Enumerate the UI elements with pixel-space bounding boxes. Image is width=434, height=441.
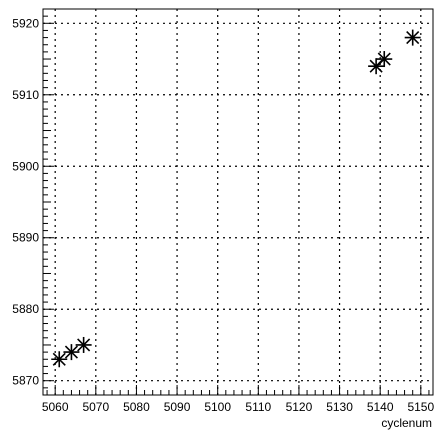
x-axis: 5060 5070 5080 5090 5100 5110 5120 5130 5140 5150 (42, 385, 434, 414)
y-tick-label: 5900 (12, 159, 39, 173)
data-point (376, 51, 393, 68)
x-tick-label: 5070 (82, 400, 109, 414)
data-point (51, 351, 68, 368)
y-tick-label: 5910 (12, 88, 39, 102)
y-tick-label: 5920 (12, 16, 39, 30)
x-tick-label: 5140 (367, 400, 394, 414)
grid (43, 9, 433, 395)
x-tick-label: 5130 (326, 400, 353, 414)
x-tick-label: 5060 (42, 400, 69, 414)
y-axis: 5870 5880 5890 5900 5910 5920 (12, 8, 54, 396)
y-tick-label: 5880 (12, 302, 39, 316)
x-tick-label: 5150 (407, 400, 434, 414)
x-tick-label: 5090 (164, 400, 191, 414)
data-points (51, 29, 421, 368)
data-point (75, 336, 92, 353)
x-tick-label: 5080 (123, 400, 150, 414)
y-tick-label: 5870 (12, 374, 39, 388)
x-tick-label: 5120 (286, 400, 313, 414)
data-point (404, 29, 421, 46)
data-point (63, 344, 80, 361)
x-tick-label: 5100 (204, 400, 231, 414)
x-axis-label: cyclenum (381, 416, 432, 430)
y-tick-label: 5890 (12, 231, 39, 245)
x-tick-label: 5110 (245, 400, 271, 414)
